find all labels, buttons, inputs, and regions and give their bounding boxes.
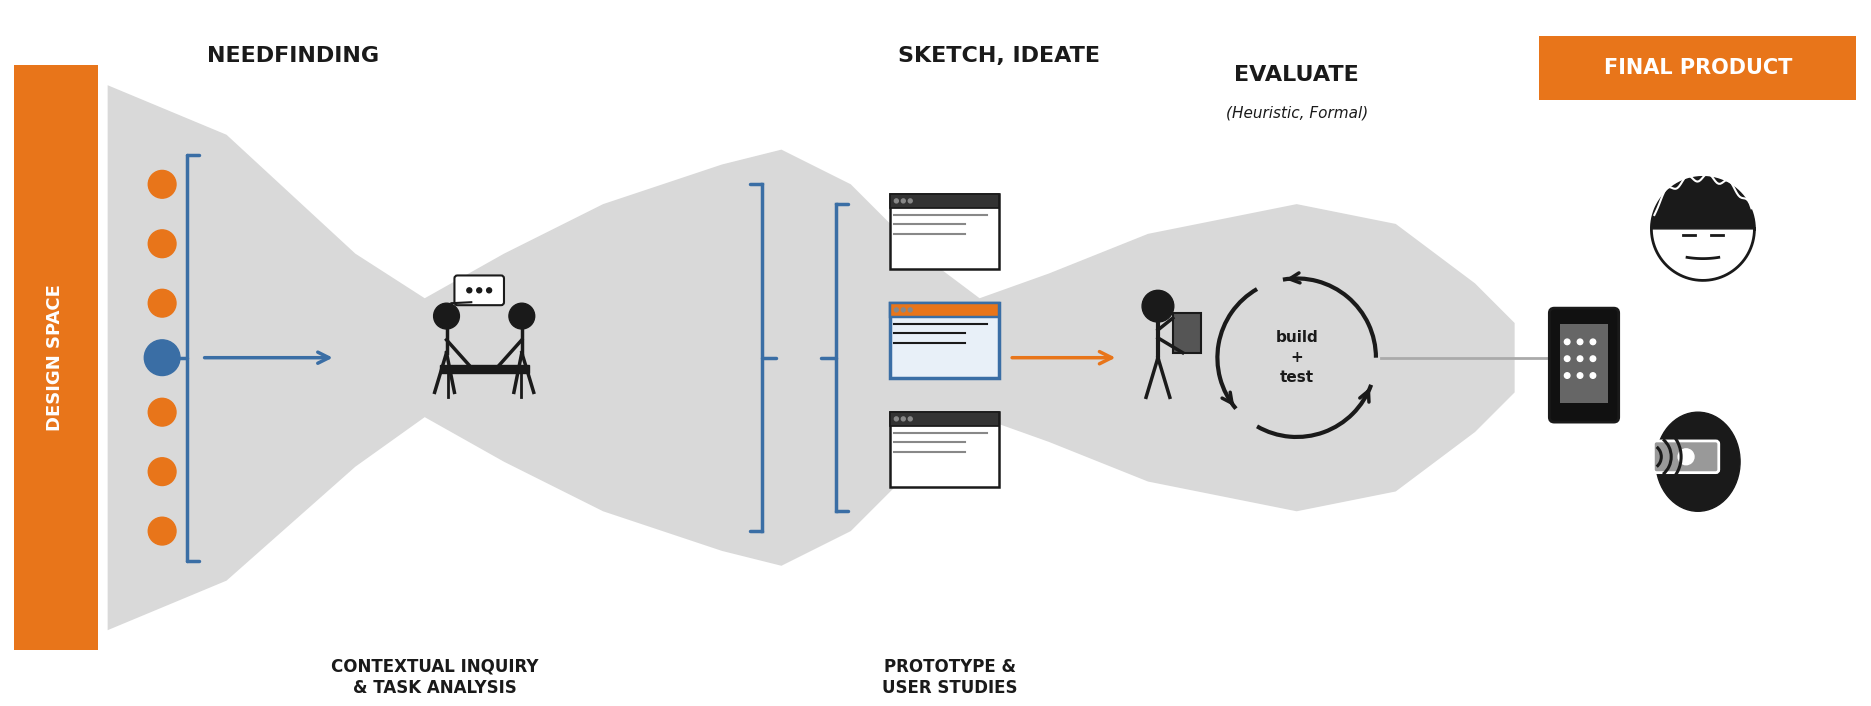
FancyBboxPatch shape (1654, 441, 1719, 472)
Circle shape (1577, 373, 1583, 378)
Circle shape (148, 170, 176, 198)
Bar (891, 303, 999, 316)
Circle shape (1678, 449, 1693, 465)
Circle shape (148, 230, 176, 258)
Circle shape (1590, 373, 1596, 378)
Text: NEEDFINDING: NEEDFINDING (206, 46, 378, 66)
Circle shape (148, 289, 176, 317)
Circle shape (902, 417, 906, 421)
Circle shape (434, 303, 460, 329)
Circle shape (1564, 339, 1570, 345)
Text: SKETCH, IDEATE: SKETCH, IDEATE (898, 46, 1100, 66)
Circle shape (144, 340, 180, 376)
Bar (1560, 324, 1607, 403)
Text: DESIGN SPACE: DESIGN SPACE (47, 285, 64, 431)
Bar (891, 412, 999, 426)
Circle shape (907, 308, 913, 312)
Polygon shape (109, 85, 1516, 630)
Circle shape (907, 199, 913, 203)
FancyBboxPatch shape (1540, 36, 1856, 100)
Circle shape (1564, 373, 1570, 378)
Ellipse shape (1656, 412, 1740, 511)
Circle shape (1577, 356, 1583, 361)
Circle shape (1590, 339, 1596, 345)
Text: EVALUATE: EVALUATE (1235, 66, 1358, 85)
Circle shape (148, 398, 176, 426)
Text: FINAL PRODUCT: FINAL PRODUCT (1603, 58, 1792, 78)
Bar (1173, 313, 1201, 353)
Circle shape (509, 303, 535, 329)
Circle shape (148, 457, 176, 486)
Circle shape (468, 288, 471, 293)
Text: PROTOTYPE &
USER STUDIES: PROTOTYPE & USER STUDIES (881, 658, 1018, 697)
Bar (891, 303, 999, 378)
Bar (891, 194, 999, 208)
Text: build
+
test: build + test (1276, 330, 1317, 385)
Circle shape (894, 308, 898, 312)
Bar (440, 364, 529, 373)
FancyBboxPatch shape (455, 275, 503, 305)
Polygon shape (1652, 177, 1755, 229)
Circle shape (477, 288, 481, 293)
Circle shape (894, 199, 898, 203)
Polygon shape (1652, 177, 1755, 280)
Circle shape (1564, 356, 1570, 361)
Text: (Heuristic, Formal): (Heuristic, Formal) (1226, 105, 1368, 120)
Bar (891, 412, 999, 486)
Circle shape (902, 199, 906, 203)
Text: CONTEXTUAL INQUIRY
& TASK ANALYSIS: CONTEXTUAL INQUIRY & TASK ANALYSIS (331, 658, 539, 697)
Circle shape (148, 517, 176, 545)
FancyBboxPatch shape (1549, 308, 1618, 422)
Circle shape (907, 417, 913, 421)
Circle shape (1141, 290, 1173, 322)
Circle shape (1577, 339, 1583, 345)
Bar (891, 194, 999, 268)
Circle shape (486, 288, 492, 293)
FancyBboxPatch shape (13, 66, 97, 650)
Circle shape (902, 308, 906, 312)
Circle shape (1590, 356, 1596, 361)
Circle shape (894, 417, 898, 421)
